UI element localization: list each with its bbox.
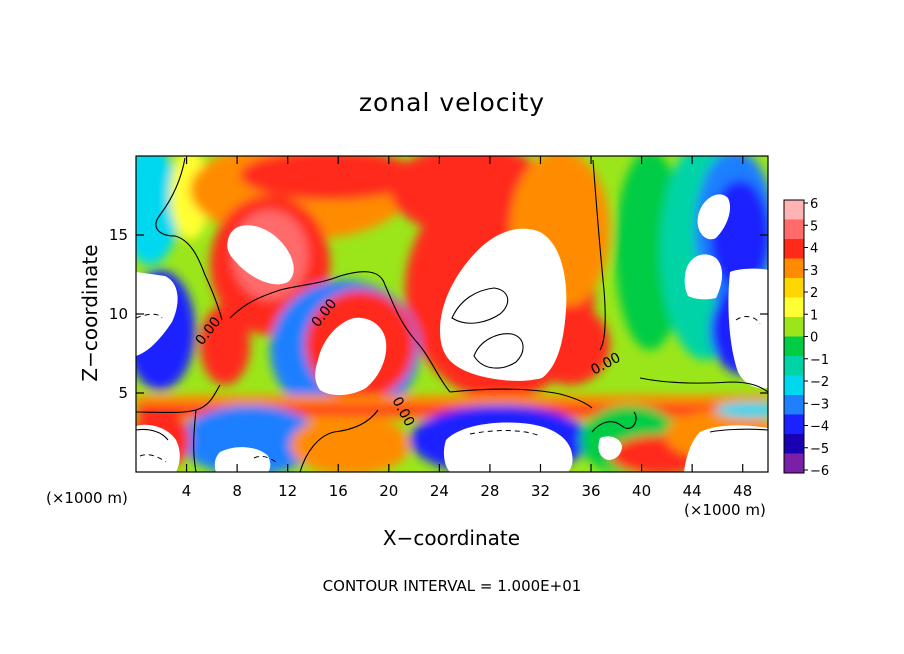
chart-title: zonal velocity	[358, 88, 546, 117]
contour-interval-note: CONTOUR INTERVAL = 1.000E+01	[322, 577, 582, 595]
x-tick-label: 48	[733, 482, 752, 500]
colorbar-tick-label: −5	[810, 442, 829, 457]
y-axis-ticks: 5 10 15	[109, 226, 768, 402]
colorbar-swatch	[784, 434, 804, 454]
colorbar-tick-label: 3	[810, 264, 818, 279]
y-tick-label: 10	[109, 305, 128, 323]
colorbar-swatch	[784, 395, 804, 415]
x-axis-ticks: 4 8 12 16 20 24 28 32 36 40 44 48	[182, 156, 752, 500]
colorbar-tick-label: −4	[810, 420, 829, 435]
colorbar-swatch	[784, 317, 804, 337]
x-tick-label: 20	[379, 482, 398, 500]
x-tick-label: 40	[632, 482, 651, 500]
colorbar-tick-label: −3	[810, 397, 829, 412]
colorbar: 6 5 4 3 2 1 0 −1 −2 −3 −4 −5 −6	[783, 197, 829, 479]
colorbar-swatch	[784, 414, 804, 435]
colorbar-swatch	[784, 219, 804, 240]
x-axis-label: X−coordinate	[382, 526, 521, 550]
x-tick-label: 44	[683, 482, 702, 500]
x-tick-label: 8	[232, 482, 242, 500]
x-axis-unit: (×1000 m)	[684, 501, 766, 519]
x-tick-label: 36	[581, 482, 600, 500]
colorbar-swatch	[784, 258, 804, 279]
x-tick-label: 32	[531, 482, 550, 500]
contour-lines	[136, 157, 768, 472]
y-axis-unit: (×1000 m)	[46, 489, 128, 507]
colorbar-tick-label: 1	[810, 308, 818, 323]
y-tick-label: 5	[118, 384, 128, 402]
colorbar-tick-label: −2	[810, 375, 829, 390]
colorbar-swatch	[784, 297, 804, 318]
colorbar-tick-label: 4	[810, 242, 818, 257]
colorbar-swatch	[784, 200, 804, 220]
colorbar-tick-label: −1	[810, 353, 829, 368]
heatmap-field: 0.00 0.00 0.00 0.00	[136, 156, 768, 472]
y-axis-label: Z−coordinate	[78, 244, 102, 382]
colorbar-swatch	[784, 375, 804, 396]
colorbar-tick-label: 5	[810, 219, 818, 234]
colorbar-swatch	[784, 356, 804, 376]
colorbar-tick-label: 0	[810, 331, 818, 346]
colorbar-tick-label: 6	[810, 197, 818, 212]
saturated-regions	[136, 194, 768, 472]
colorbar-tick-label: −6	[810, 464, 829, 479]
x-tick-label: 16	[329, 482, 348, 500]
x-tick-label: 4	[182, 482, 192, 500]
y-tick-label: 15	[109, 226, 128, 244]
colorbar-swatch	[784, 239, 804, 259]
x-tick-label: 12	[278, 482, 297, 500]
colorbar-swatch	[784, 278, 804, 298]
x-tick-label: 24	[430, 482, 449, 500]
colorbar-swatch	[784, 453, 804, 474]
colorbar-tick-label: 2	[810, 286, 818, 301]
x-tick-label: 28	[480, 482, 499, 500]
colorbar-swatch	[784, 336, 804, 357]
negative-contours	[136, 313, 761, 463]
